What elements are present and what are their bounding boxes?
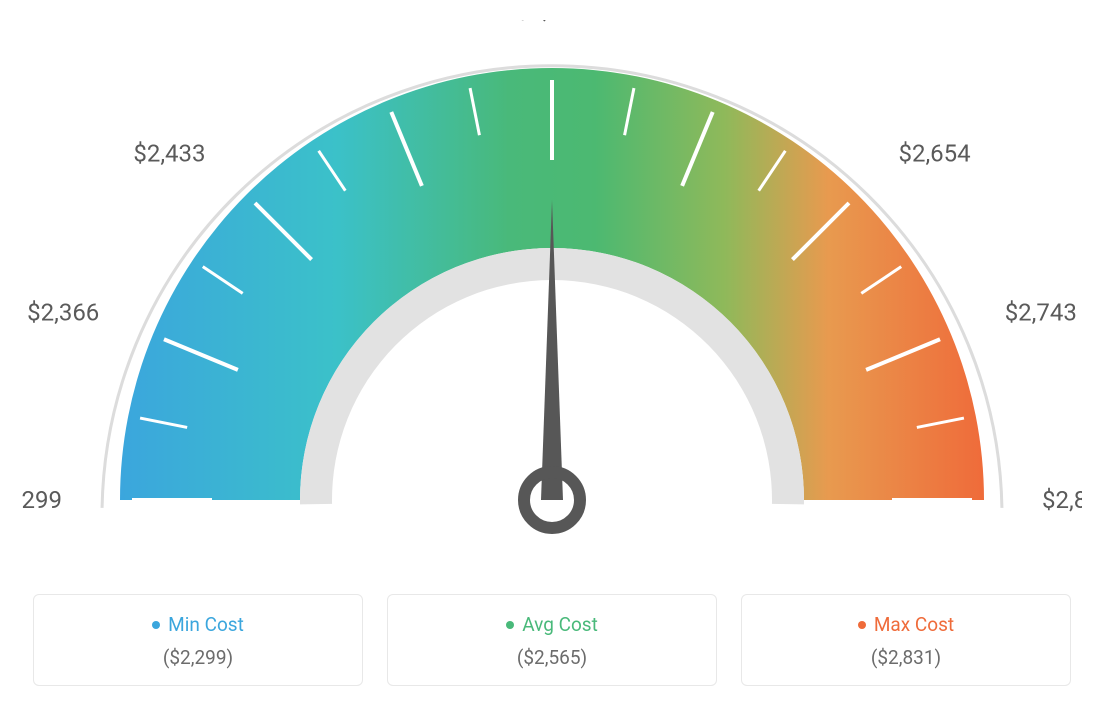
gauge-tick-label: $2,743 bbox=[1005, 298, 1077, 326]
legend-card-max: Max Cost ($2,831) bbox=[741, 594, 1071, 686]
gauge-tick-label: $2,831 bbox=[1042, 486, 1082, 514]
legend-title-text: Avg Cost bbox=[522, 613, 598, 636]
gauge-tick-label: $2,433 bbox=[133, 140, 205, 168]
gauge-tick-label: $2,565 bbox=[516, 20, 588, 24]
legend-title-text: Max Cost bbox=[874, 613, 954, 636]
legend-value-min: ($2,299) bbox=[54, 646, 342, 669]
cost-gauge-chart: $2,299 $2,366 $2,433 $2,565 $2,654 $2,743 $2,8… bbox=[22, 20, 1082, 564]
legend-value-max: ($2,831) bbox=[762, 646, 1050, 669]
legend-value-avg: ($2,565) bbox=[408, 646, 696, 669]
legend-card-avg: Avg Cost ($2,565) bbox=[387, 594, 717, 686]
gauge-tick-label: $2,366 bbox=[27, 298, 99, 326]
gauge-tick-label: $2,299 bbox=[22, 486, 62, 514]
legend-row: Min Cost ($2,299) Avg Cost ($2,565) Max Cost… bbox=[20, 594, 1084, 686]
avg-dot-icon bbox=[506, 621, 514, 629]
min-dot-icon bbox=[152, 621, 160, 629]
gauge-svg: $2,299 $2,366 $2,433 $2,565 $2,654 $2,743 $2,8… bbox=[22, 20, 1082, 560]
legend-card-min: Min Cost ($2,299) bbox=[33, 594, 363, 686]
legend-title-min: Min Cost bbox=[152, 613, 244, 636]
legend-title-text: Min Cost bbox=[168, 613, 244, 636]
legend-title-max: Max Cost bbox=[858, 613, 954, 636]
legend-title-avg: Avg Cost bbox=[506, 613, 598, 636]
max-dot-icon bbox=[858, 621, 866, 629]
gauge-tick-label: $2,654 bbox=[898, 140, 970, 168]
